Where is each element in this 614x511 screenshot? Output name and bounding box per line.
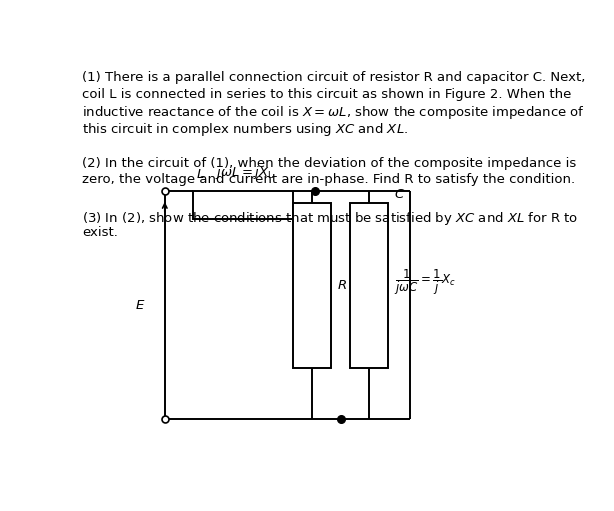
Text: $L$: $L$ — [196, 168, 204, 181]
FancyBboxPatch shape — [293, 203, 332, 368]
Text: exist.: exist. — [82, 226, 119, 239]
Text: (3) In (2), show the conditions that must be satisfied by $XC$ and $XL$ for R to: (3) In (2), show the conditions that mus… — [82, 210, 578, 227]
Text: $C$: $C$ — [394, 188, 405, 201]
Text: inductive reactance of the coil is $X =\omega L$, show the composite impedance o: inductive reactance of the coil is $X =\… — [82, 104, 585, 121]
Text: (1) There is a parallel connection circuit of resistor R and capacitor C. Next,: (1) There is a parallel connection circu… — [82, 71, 586, 84]
Text: this circuit in complex numbers using $XC$ and $XL$.: this circuit in complex numbers using $X… — [82, 121, 409, 138]
Text: $\dfrac{1}{j\omega C} = \dfrac{1}{j}X_c$: $\dfrac{1}{j\omega C} = \dfrac{1}{j}X_c$ — [394, 267, 456, 296]
Text: zero, the voltage and current are in-phase. Find R to satisfy the condition.: zero, the voltage and current are in-pha… — [82, 173, 575, 187]
Text: coil L is connected in series to this circuit as shown in Figure 2. When the: coil L is connected in series to this ci… — [82, 88, 572, 101]
FancyBboxPatch shape — [193, 191, 293, 219]
Text: $E$: $E$ — [136, 299, 146, 312]
Text: (2) In the circuit of (1), when the deviation of the composite impedance is: (2) In the circuit of (1), when the devi… — [82, 157, 577, 170]
FancyBboxPatch shape — [351, 203, 389, 368]
Text: $R$: $R$ — [337, 279, 347, 292]
Text: $j\omega L = jX_\mathrm{L}$: $j\omega L = jX_\mathrm{L}$ — [215, 165, 274, 181]
